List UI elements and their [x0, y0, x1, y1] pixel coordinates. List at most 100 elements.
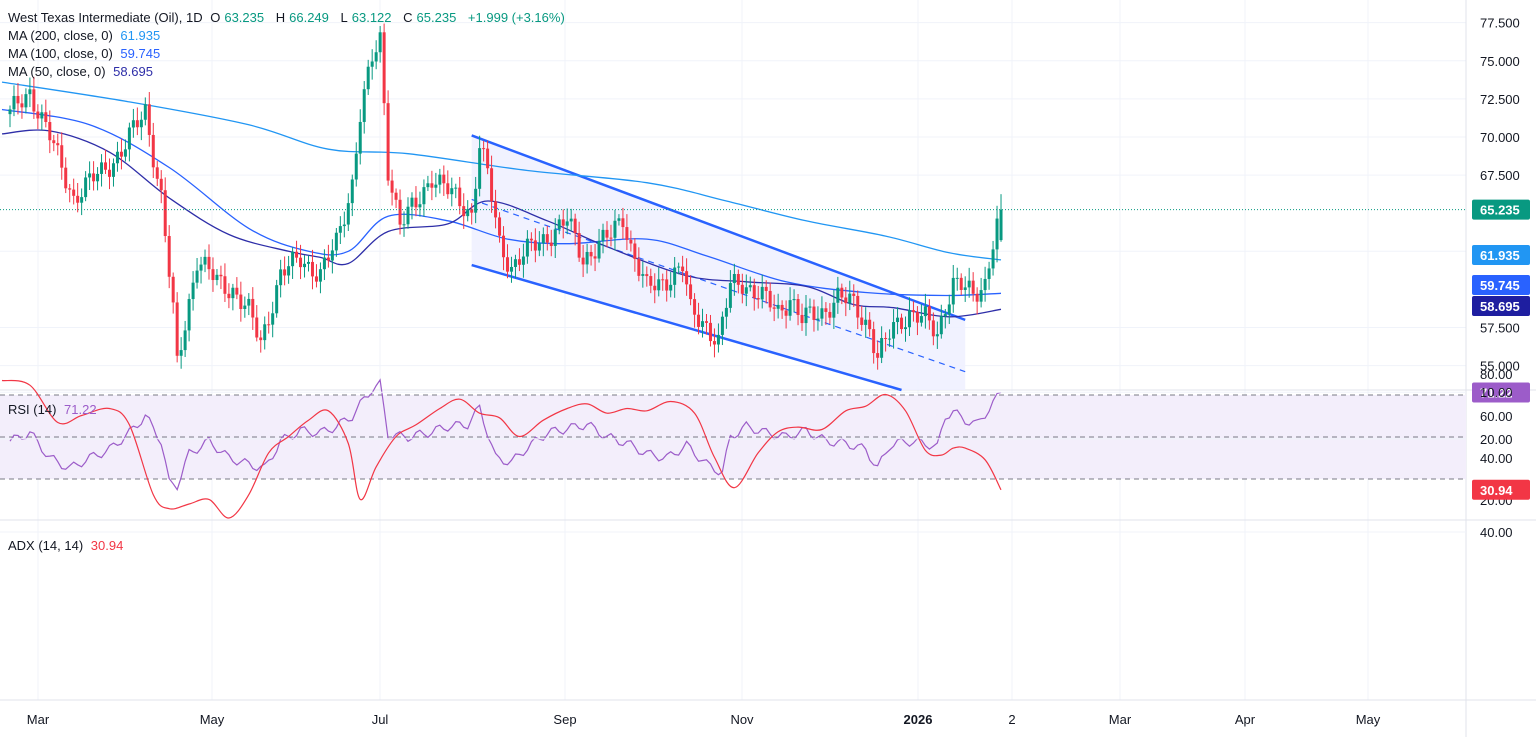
candle-body — [589, 251, 593, 257]
candle — [502, 226, 506, 271]
candle-body — [808, 306, 812, 308]
candle-body — [860, 317, 864, 325]
candle-body — [975, 293, 979, 302]
candle-body — [366, 66, 370, 90]
candle — [545, 225, 549, 251]
candle — [677, 262, 681, 275]
candle — [900, 313, 904, 334]
candle — [267, 311, 271, 334]
candle-body — [374, 52, 378, 62]
candle-body — [517, 259, 521, 265]
candle-body — [872, 329, 876, 354]
candle-body — [346, 203, 350, 225]
candle-body — [52, 140, 56, 144]
candle — [525, 230, 529, 264]
candle — [999, 194, 1003, 242]
candle-body — [203, 256, 207, 265]
candle — [756, 285, 760, 309]
candle — [856, 290, 860, 330]
change-value: +1.999 (+3.16%) — [467, 10, 565, 25]
ma50-label: MA (50, close, 0) — [8, 64, 106, 79]
candle-body — [394, 192, 398, 200]
candle — [334, 227, 338, 257]
candle-body — [498, 217, 502, 236]
candle-body — [577, 233, 581, 258]
candle-body — [131, 120, 135, 128]
candle — [482, 140, 486, 162]
candle — [271, 301, 275, 338]
candle-body — [251, 298, 255, 318]
candle — [28, 77, 32, 108]
candle — [104, 149, 108, 174]
candle-body — [434, 184, 438, 188]
candle-body — [752, 285, 756, 299]
candle — [458, 176, 462, 215]
candle-body — [450, 188, 454, 195]
candle — [689, 275, 693, 306]
candle — [748, 276, 752, 292]
candle — [454, 183, 458, 199]
adx-pane: 40.00 20.00 10.00 30.94 — [0, 379, 1530, 540]
candle-body — [784, 310, 788, 316]
candle — [287, 255, 291, 284]
candle-body — [231, 287, 235, 299]
candle-body — [207, 256, 211, 270]
candle-body — [685, 271, 689, 285]
candle-body — [60, 145, 64, 168]
candle-body — [454, 187, 458, 189]
candle-body — [330, 250, 334, 261]
candle — [768, 282, 772, 312]
candle — [708, 314, 712, 347]
candle-body — [283, 269, 287, 276]
candle-body — [812, 306, 816, 320]
candle — [430, 170, 434, 201]
candle — [108, 158, 111, 190]
candle — [641, 261, 645, 288]
price-tick-label: 55.000 — [1480, 359, 1520, 374]
candle-body — [915, 312, 919, 323]
candle-body — [816, 318, 820, 320]
candle-body — [398, 199, 402, 225]
candle — [450, 177, 454, 207]
candle-body — [72, 189, 76, 196]
candle-body — [410, 197, 414, 207]
candle-body — [474, 188, 478, 213]
candle — [792, 289, 796, 313]
candle-body — [147, 104, 151, 135]
time-tick-label: Nov — [730, 712, 754, 727]
candle-body — [490, 168, 494, 202]
candle — [243, 296, 247, 318]
candle — [744, 274, 748, 307]
candle — [661, 273, 665, 291]
candle — [537, 231, 541, 257]
open-value: 63.235 — [224, 10, 265, 25]
candle-body — [892, 322, 896, 339]
candle — [868, 312, 872, 337]
candle — [24, 88, 28, 114]
candle-body — [788, 300, 792, 316]
candle-body — [848, 293, 852, 304]
candle-body — [426, 183, 430, 188]
candle-body — [780, 304, 784, 311]
candle-body — [362, 89, 366, 122]
adx-tick-label: 20.00 — [1480, 432, 1513, 447]
candle — [649, 268, 653, 294]
candle — [490, 155, 494, 213]
candle — [553, 218, 557, 259]
adx-label: ADX (14, 14) — [8, 538, 84, 553]
time-tick-label: Mar — [1109, 712, 1132, 727]
candle — [346, 193, 350, 232]
symbol-title: West Texas Intermediate (Oil), 1D — [8, 10, 203, 25]
candle-body — [804, 307, 808, 324]
time-tick-label: Jul — [372, 712, 389, 727]
candle — [326, 244, 330, 268]
candle-body — [307, 261, 310, 264]
candle — [673, 257, 677, 298]
candle — [470, 203, 474, 225]
candle-body — [585, 251, 589, 265]
candle-body — [322, 257, 326, 270]
candle — [283, 256, 287, 286]
candle — [310, 249, 314, 290]
time-tick-label: Sep — [553, 712, 576, 727]
